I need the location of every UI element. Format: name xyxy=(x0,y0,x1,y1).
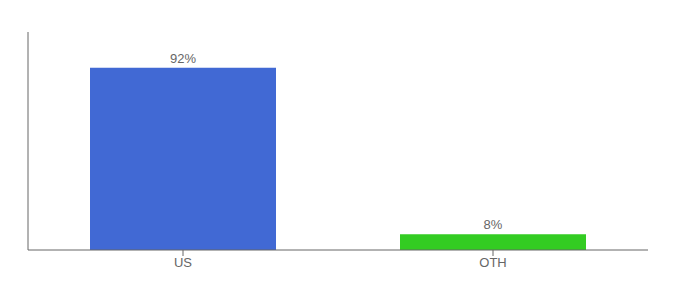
svg-text:US: US xyxy=(174,255,192,270)
svg-text:OTH: OTH xyxy=(479,255,506,270)
svg-text:8%: 8% xyxy=(484,217,503,232)
svg-text:92%: 92% xyxy=(170,51,196,66)
